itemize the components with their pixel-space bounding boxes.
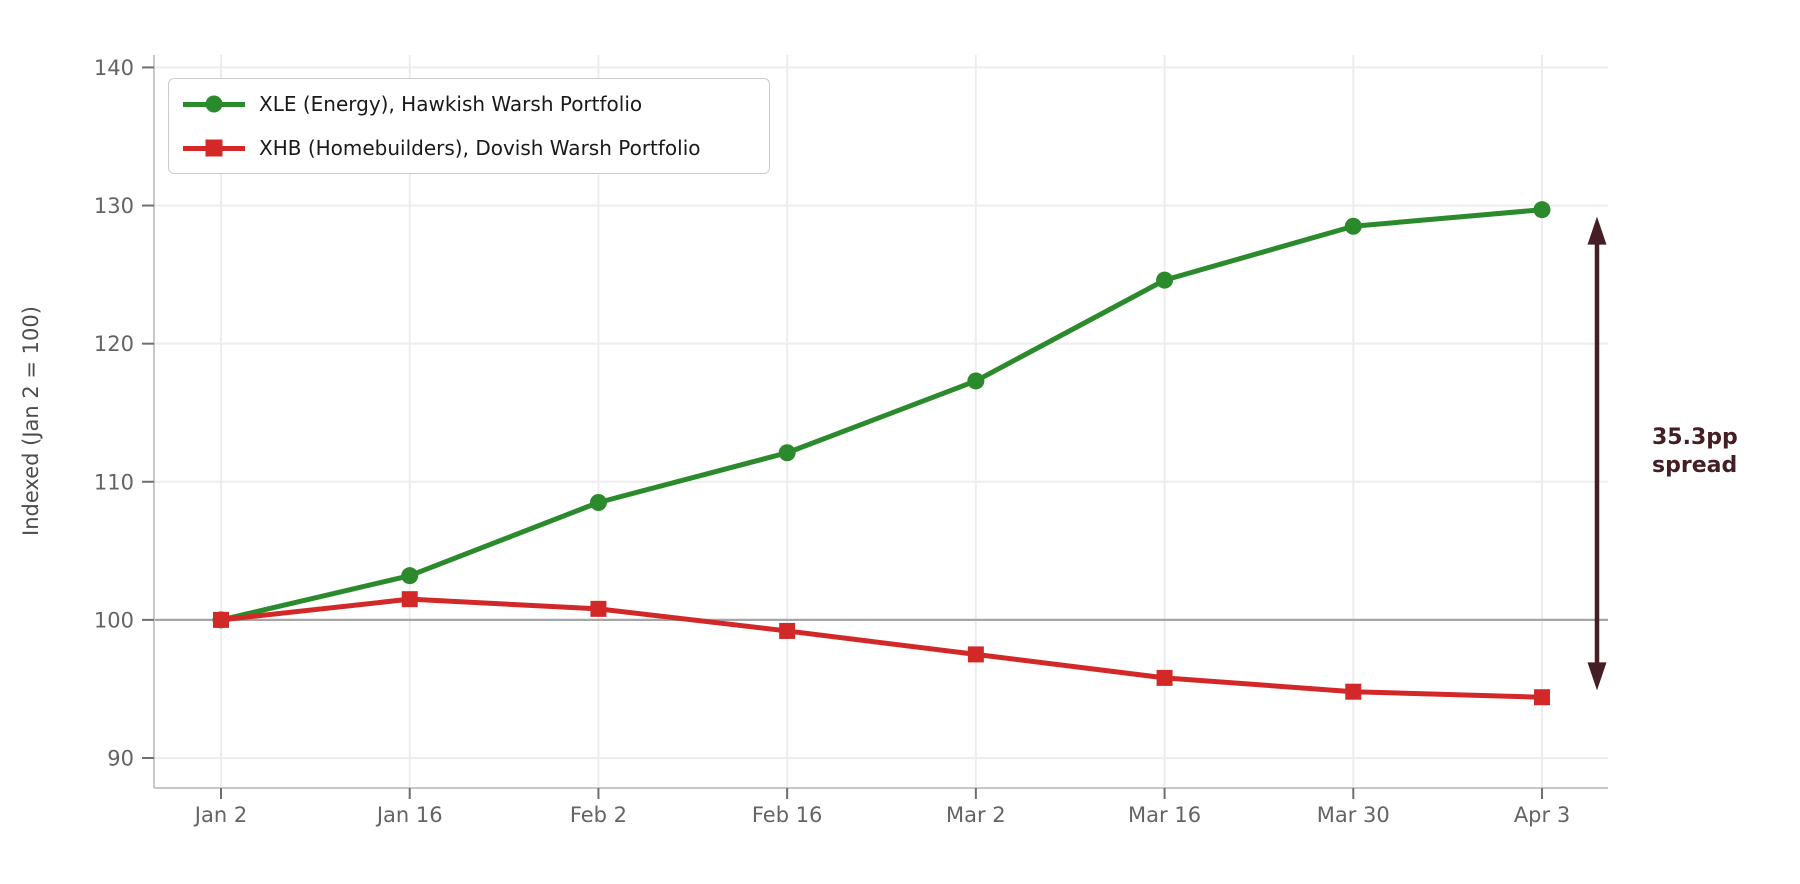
arrow-up-head-icon [1587, 216, 1607, 245]
y-tick-label: 100 [94, 608, 134, 632]
x-tick-label: Jan 16 [375, 803, 443, 827]
legend-box: XLE (Energy), Hawkish Warsh Portfolio XH… [168, 78, 770, 174]
y-tick-label: 140 [94, 56, 134, 80]
x-tick-label: Apr 3 [1514, 803, 1570, 827]
data-point-xle [778, 444, 796, 462]
data-point-xle [589, 493, 607, 511]
y-tick-label: 130 [94, 194, 134, 218]
data-point-xhb [1534, 689, 1550, 706]
data-point-xle [1344, 217, 1362, 235]
spread-annotation-word: spread [1652, 453, 1738, 478]
data-point-xhb [401, 591, 418, 608]
y-tick-label: 110 [94, 470, 134, 494]
data-point-xhb [1156, 669, 1173, 686]
y-tick-label: 90 [107, 746, 134, 770]
legend-label-xle: XLE (Energy), Hawkish Warsh Portfolio [259, 92, 643, 116]
arrow-down-head-icon [1587, 662, 1607, 691]
legend-entry-xhb: XHB (Homebuilders), Dovish Warsh Portfol… [183, 127, 755, 169]
data-point-xhb [213, 611, 229, 628]
legend-swatch-xle-line-marker [183, 94, 245, 114]
data-point-xhb [779, 622, 796, 639]
spread-annotation-value: 35.3pp [1652, 425, 1738, 450]
circle-marker-icon [205, 95, 223, 113]
legend-swatch-xhb-line-marker [183, 138, 245, 158]
data-point-xle [401, 567, 419, 585]
x-tick-label: Jan 2 [193, 803, 247, 827]
data-point-xle [1156, 271, 1174, 289]
series-line-xle [218, 207, 1545, 623]
data-point-xhb [967, 646, 984, 663]
spread-annotation: 35.3pp spread [1652, 424, 1738, 480]
data-point-xhb [1345, 683, 1362, 700]
x-tick-label: Mar 16 [1128, 803, 1201, 827]
legend-label-xhb: XHB (Homebuilders), Dovish Warsh Portfol… [259, 136, 701, 160]
y-axis-label: Indexed (Jan 2 = 100) [19, 306, 43, 536]
x-tick-label: Feb 16 [752, 803, 823, 827]
legend-entry-xle: XLE (Energy), Hawkish Warsh Portfolio [183, 83, 755, 125]
x-tick-label: Feb 2 [570, 803, 627, 827]
series-line-xhb [218, 596, 1545, 700]
x-tick-label: Mar 30 [1317, 803, 1390, 827]
data-point-xle [1533, 201, 1551, 219]
y-tick-label: 120 [94, 332, 134, 356]
x-tick-label: Mar 2 [946, 803, 1006, 827]
data-point-xle [967, 372, 985, 390]
square-marker-icon [205, 139, 223, 157]
data-point-xhb [590, 600, 607, 617]
